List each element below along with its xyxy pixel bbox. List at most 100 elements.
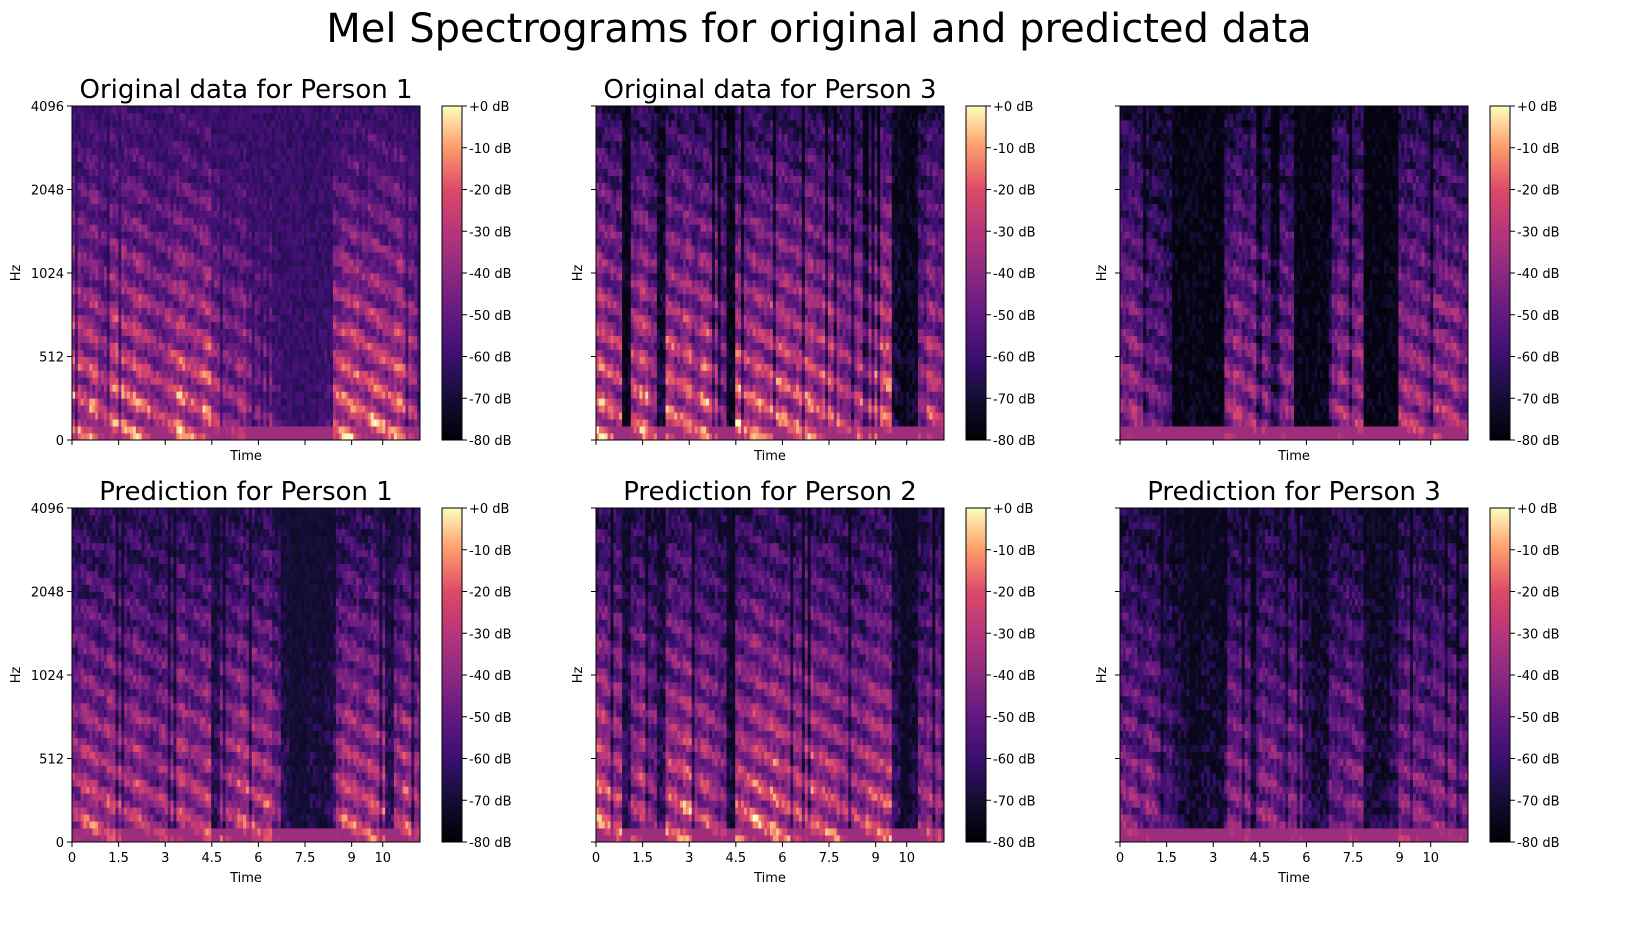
- heatmap-cell: [130, 245, 133, 252]
- heatmap-cell: [92, 162, 95, 169]
- heatmap-cell: [104, 210, 107, 217]
- heatmap-cell: [130, 169, 133, 176]
- heatmap-cell: [98, 357, 101, 364]
- heatmap-cell: [107, 322, 110, 329]
- heatmap-cell: [110, 419, 113, 426]
- heatmap-cell: [87, 162, 90, 169]
- heatmap-cell: [89, 363, 92, 370]
- heatmap-cell: [98, 294, 101, 301]
- heatmap-cell: [81, 412, 84, 419]
- heatmap-cell: [75, 141, 78, 148]
- heatmap-cell: [98, 176, 101, 183]
- heatmap-cell: [95, 370, 98, 377]
- heatmap-cell: [107, 190, 110, 197]
- heatmap-cell: [81, 301, 84, 308]
- heatmap-cell: [127, 322, 130, 329]
- heatmap-cell: [110, 377, 113, 384]
- heatmap-cell: [78, 176, 81, 183]
- heatmap-cell: [98, 370, 101, 377]
- heatmap-cell: [101, 252, 104, 259]
- heatmap-cell: [124, 162, 127, 169]
- heatmap-cell: [121, 231, 124, 238]
- heatmap-cell: [75, 203, 78, 210]
- heatmap-cell: [98, 336, 101, 343]
- heatmap-cell: [121, 141, 124, 148]
- heatmap-cell: [130, 287, 133, 294]
- heatmap-cell: [107, 391, 110, 398]
- heatmap-cell: [116, 273, 119, 280]
- heatmap-cell: [95, 224, 98, 231]
- heatmap-cell: [121, 120, 124, 127]
- heatmap-cell: [78, 190, 81, 197]
- heatmap-cell: [87, 134, 90, 141]
- heatmap-cell: [89, 350, 92, 357]
- heatmap-cell: [130, 412, 133, 419]
- heatmap-cell: [127, 106, 130, 113]
- heatmap-cell: [127, 155, 130, 162]
- heatmap-cell: [113, 120, 116, 127]
- heatmap-cell: [87, 266, 90, 273]
- heatmap-cell: [127, 350, 130, 357]
- heatmap-cell: [84, 384, 87, 391]
- heatmap-cell: [110, 203, 113, 210]
- heatmap-cell: [130, 329, 133, 336]
- heatmap-cell: [84, 426, 87, 433]
- heatmap-cell: [101, 120, 104, 127]
- heatmap-cell: [113, 113, 116, 120]
- heatmap-cell: [124, 148, 127, 155]
- heatmap-cell: [107, 169, 110, 176]
- heatmap-cell: [124, 266, 127, 273]
- heatmap-cell: [75, 308, 78, 315]
- heatmap-cell: [104, 336, 107, 343]
- heatmap-cell: [98, 127, 101, 134]
- heatmap-cell: [124, 433, 127, 440]
- heatmap-cell: [101, 301, 104, 308]
- heatmap-cell: [116, 301, 119, 308]
- heatmap-cell: [89, 329, 92, 336]
- heatmap-cell: [104, 391, 107, 398]
- heatmap-cell: [133, 377, 136, 384]
- heatmap-cell: [101, 384, 104, 391]
- heatmap-cell: [116, 350, 119, 357]
- heatmap-cell: [89, 426, 92, 433]
- heatmap-cell: [78, 106, 81, 113]
- heatmap-cell: [89, 162, 92, 169]
- heatmap-cell: [121, 259, 124, 266]
- heatmap-cell: [113, 308, 116, 315]
- heatmap-cell: [104, 426, 107, 433]
- heatmap-cell: [87, 308, 90, 315]
- heatmap-cell: [113, 245, 116, 252]
- heatmap-cell: [113, 141, 116, 148]
- heatmap-cell: [127, 266, 130, 273]
- heatmap-cell: [110, 238, 113, 245]
- heatmap-cell: [110, 113, 113, 120]
- heatmap-cell: [101, 294, 104, 301]
- heatmap-cell: [116, 377, 119, 384]
- heatmap-cell: [84, 370, 87, 377]
- heatmap-cell: [78, 155, 81, 162]
- heatmap-cell: [104, 169, 107, 176]
- heatmap-cell: [92, 315, 95, 322]
- heatmap-cell: [110, 245, 113, 252]
- heatmap-cell: [84, 162, 87, 169]
- heatmap-cell: [130, 357, 133, 364]
- heatmap-cell: [95, 238, 98, 245]
- heatmap-cell: [107, 106, 110, 113]
- heatmap-cell: [118, 162, 121, 169]
- heatmap-cell: [95, 217, 98, 224]
- heatmap-cell: [81, 377, 84, 384]
- heatmap-cell: [110, 176, 113, 183]
- heatmap-cell: [78, 273, 81, 280]
- heatmap-cell: [81, 231, 84, 238]
- heatmap-cell: [121, 405, 124, 412]
- heatmap-cell: [116, 155, 119, 162]
- heatmap-cell: [101, 391, 104, 398]
- heatmap-cell: [81, 210, 84, 217]
- heatmap-cell: [104, 224, 107, 231]
- heatmap-cell: [104, 294, 107, 301]
- heatmap-cell: [113, 190, 116, 197]
- heatmap-cell: [121, 412, 124, 419]
- heatmap-cell: [118, 343, 121, 350]
- heatmap-cell: [95, 106, 98, 113]
- heatmap-cell: [95, 329, 98, 336]
